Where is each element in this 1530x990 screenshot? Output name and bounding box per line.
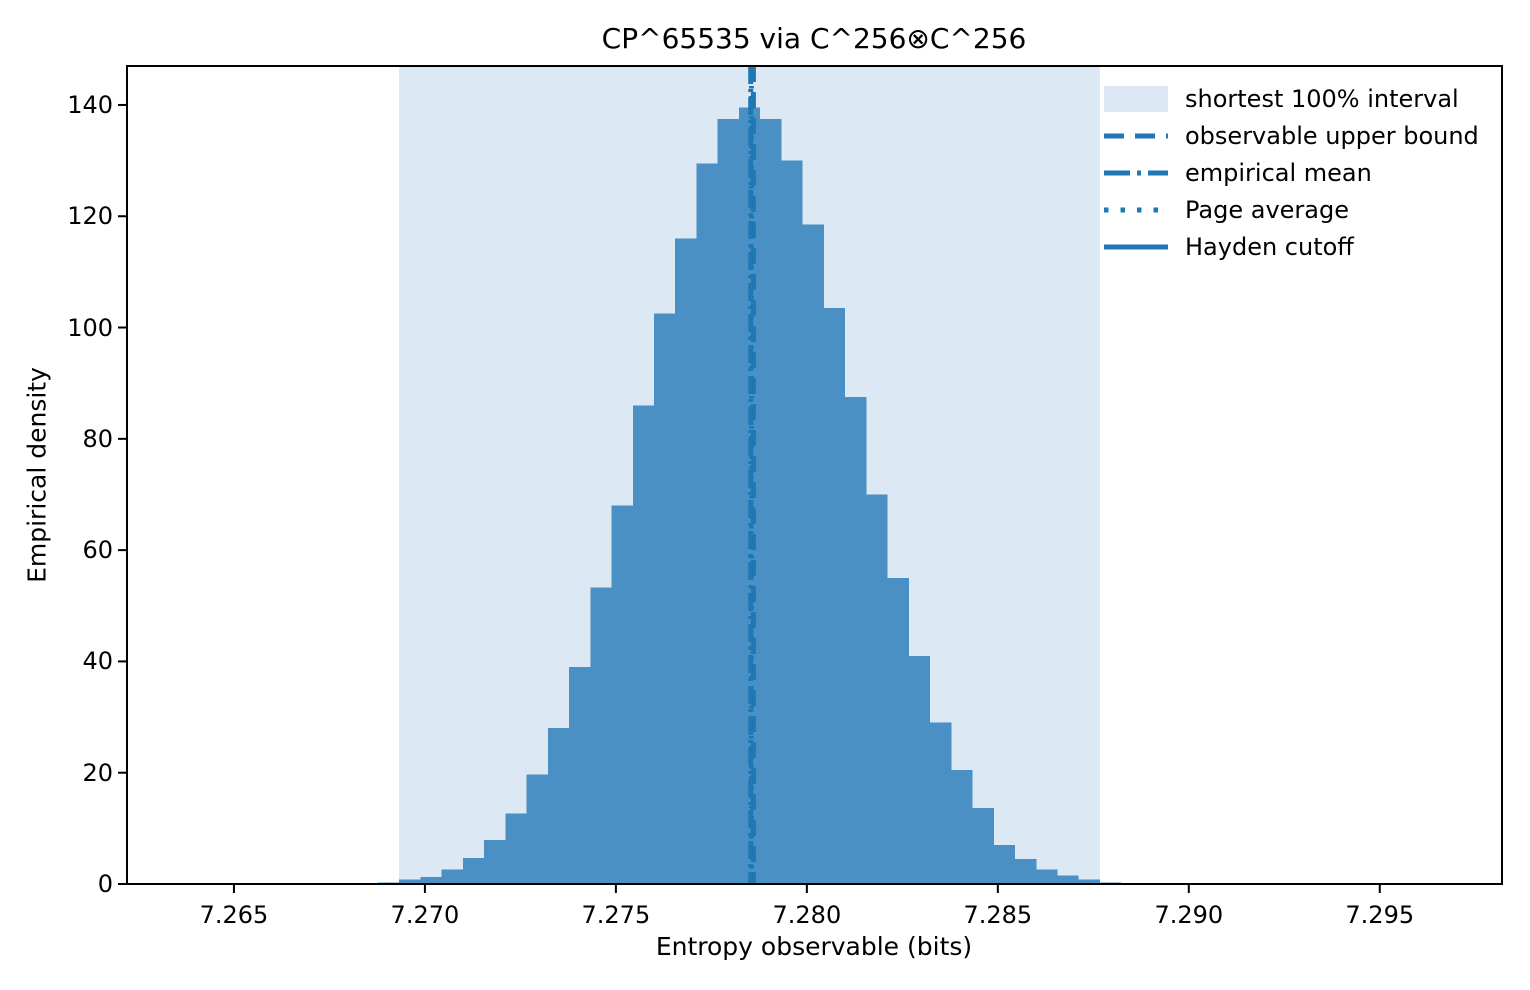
legend-swatch-patch bbox=[1104, 86, 1168, 112]
histogram-bar bbox=[654, 313, 676, 884]
x-tick-label: 7.270 bbox=[390, 901, 460, 929]
y-tick-label: 60 bbox=[82, 536, 113, 565]
histogram-bar bbox=[845, 397, 867, 884]
x-tick-label: 7.280 bbox=[772, 901, 842, 929]
axes-spines bbox=[126, 65, 1503, 885]
legend-swatch-dotted-line bbox=[1104, 197, 1168, 223]
histogram-bar bbox=[569, 666, 591, 884]
histogram-bar bbox=[908, 655, 931, 884]
histogram-bar bbox=[802, 224, 824, 884]
legend-item: Hayden cutoff bbox=[1104, 233, 1479, 261]
y-axis-label: Empirical density bbox=[22, 367, 52, 583]
y-tick-label: 140 bbox=[67, 90, 113, 119]
legend-label: Hayden cutoff bbox=[1185, 233, 1354, 261]
legend-item: empirical mean bbox=[1104, 159, 1479, 187]
histogram-bar bbox=[590, 587, 612, 884]
x-tick-label: 7.275 bbox=[581, 901, 651, 929]
histogram-bar bbox=[632, 405, 655, 884]
y-tick-label: 120 bbox=[67, 202, 113, 231]
histogram-bar bbox=[887, 577, 909, 884]
legend-swatch-dashed-line bbox=[1104, 123, 1168, 149]
y-tick-label: 100 bbox=[67, 313, 113, 342]
legend-item: shortest 100% interval bbox=[1104, 85, 1479, 113]
histogram-bar bbox=[547, 728, 570, 884]
histogram-bar bbox=[866, 494, 888, 884]
y-tick-label: 0 bbox=[97, 870, 113, 898]
y-tick-label: 80 bbox=[82, 424, 113, 453]
histogram-bar bbox=[696, 163, 718, 884]
histogram-bar bbox=[951, 769, 973, 884]
histogram-bar bbox=[1036, 869, 1058, 884]
histogram-bar bbox=[930, 722, 952, 884]
legend-swatch-solid-line bbox=[1104, 234, 1168, 260]
y-tick-label: 40 bbox=[82, 647, 113, 676]
histogram-bar bbox=[526, 774, 548, 884]
histogram-bar bbox=[399, 879, 421, 884]
histogram-bar bbox=[1078, 879, 1100, 884]
interval-patch-icon bbox=[1104, 86, 1168, 112]
histogram-bar bbox=[420, 876, 442, 884]
x-axis-label: Entropy observable (bits) bbox=[655, 932, 973, 961]
legend-item: Page average bbox=[1104, 196, 1479, 224]
legend-label: shortest 100% interval bbox=[1185, 85, 1459, 113]
histogram-bar bbox=[611, 505, 633, 884]
histogram-bar bbox=[972, 807, 994, 884]
histogram-bar bbox=[675, 238, 697, 884]
histogram-bar bbox=[823, 308, 846, 884]
legend-label: Page average bbox=[1185, 196, 1349, 224]
histogram-bar bbox=[462, 857, 485, 884]
histogram-bar bbox=[1057, 875, 1079, 884]
histogram-bar bbox=[484, 840, 506, 884]
histogram-bar bbox=[760, 118, 782, 884]
x-tick-label: 7.295 bbox=[1345, 901, 1415, 929]
x-tick-label: 7.285 bbox=[963, 901, 1033, 929]
legend-item: observable upper bound bbox=[1104, 122, 1479, 150]
x-tick-label: 7.265 bbox=[199, 901, 269, 929]
histogram-bar bbox=[781, 160, 803, 884]
x-tick-label: 7.290 bbox=[1154, 901, 1224, 929]
histogram-bar bbox=[1015, 858, 1037, 884]
legend-label: observable upper bound bbox=[1185, 122, 1479, 150]
legend: shortest 100% interval observable upper b… bbox=[1104, 85, 1479, 261]
legend-label: empirical mean bbox=[1185, 159, 1372, 187]
histogram-bar bbox=[441, 869, 463, 884]
histogram-bar bbox=[717, 118, 739, 884]
histogram-bar bbox=[505, 813, 527, 884]
legend-swatch-dashdot-line bbox=[1104, 160, 1168, 186]
histogram-bar bbox=[993, 845, 1016, 884]
chart-title: CP^65535 via C^256⊗C^256 bbox=[601, 22, 1027, 55]
y-tick-label: 20 bbox=[82, 758, 113, 787]
